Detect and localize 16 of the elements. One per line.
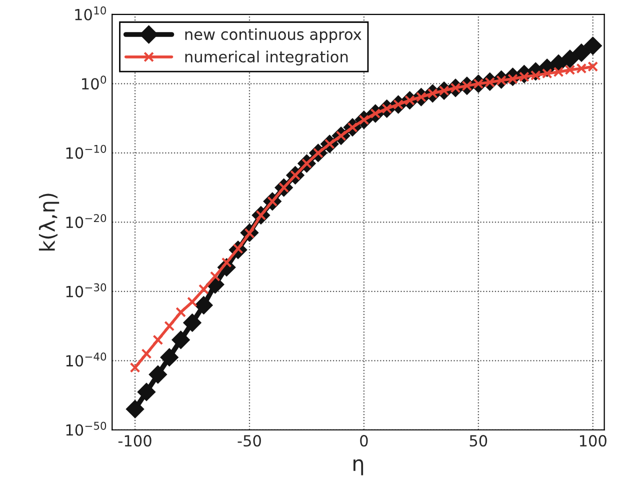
legend-label: new continuous approx bbox=[185, 28, 362, 44]
y-tick-label: 10$^{−30}$ bbox=[66, 283, 106, 298]
x-axis-title: η bbox=[354, 459, 364, 476]
y-tick-label: 10$^{−20}$ bbox=[66, 214, 106, 228]
y-tick-label: 10$^{0}$ bbox=[82, 76, 106, 90]
x-tick-label: 100 bbox=[580, 435, 606, 447]
y-tick-label: 10$^{−50}$ bbox=[66, 422, 106, 436]
y-axis-title: k(λ,η) bbox=[38, 194, 60, 251]
x-tick-label: 0 bbox=[360, 435, 368, 447]
x-tick-label: 50 bbox=[470, 435, 488, 447]
y-tick-label: 10$^{−10}$ bbox=[66, 144, 106, 159]
legend-label: numerical integration bbox=[185, 50, 348, 66]
y-tick-label: 10$^{−40}$ bbox=[66, 352, 106, 367]
y-tick-label: 10$^{10}$ bbox=[75, 6, 106, 20]
x-tick-label: -100 bbox=[118, 435, 152, 447]
x-tick-label: -50 bbox=[238, 435, 261, 447]
